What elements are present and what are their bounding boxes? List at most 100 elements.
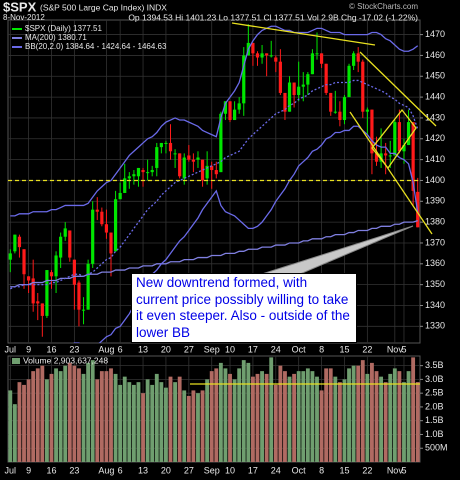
volume-bar xyxy=(196,393,200,462)
y-tick-label: 1340 xyxy=(425,300,445,310)
candle-body xyxy=(72,259,76,285)
volume-bar xyxy=(406,371,411,462)
x-tick-label: 20 xyxy=(161,344,171,354)
x-tick-label: Aug xyxy=(98,344,114,354)
price-marks xyxy=(8,24,420,343)
candle-body xyxy=(168,142,173,152)
volume-bar xyxy=(154,373,159,462)
candle-body xyxy=(384,153,388,156)
candle-body xyxy=(278,61,282,93)
volume-bar xyxy=(177,376,182,462)
y-tick-label: 2.0B xyxy=(425,401,444,411)
volume-bar xyxy=(255,373,260,462)
candle-body xyxy=(159,142,163,148)
volume-bar xyxy=(365,373,370,462)
volume-bar xyxy=(383,382,388,462)
volume-bar xyxy=(356,365,361,462)
x-tick-label: 27 xyxy=(184,344,194,354)
candle-body xyxy=(315,53,319,55)
candle-body xyxy=(365,109,369,112)
volume-bar xyxy=(200,390,205,462)
volume-bar xyxy=(118,384,123,462)
candle-body xyxy=(86,263,90,310)
candle-body xyxy=(81,309,86,311)
y-tick-label: 1380 xyxy=(425,217,445,227)
candle-body xyxy=(333,111,337,113)
volume-bar xyxy=(44,379,49,462)
indicator-line xyxy=(73,125,419,343)
volume-bar xyxy=(273,384,278,462)
volume-bar xyxy=(40,365,45,462)
volume-bar xyxy=(269,357,274,462)
candle-body xyxy=(228,101,232,121)
x-tick-label: 5 xyxy=(401,465,406,475)
candle-body xyxy=(8,253,12,260)
chart-title: (S&P 500 Large Cap Index) INDX xyxy=(40,2,167,12)
volume-bar xyxy=(351,365,356,462)
volume-bar xyxy=(328,368,333,462)
candle-body xyxy=(113,199,118,252)
candle-body xyxy=(370,109,374,154)
indicator-line xyxy=(10,79,419,290)
candle-body xyxy=(91,209,95,264)
x-tick-label: Oct xyxy=(292,344,307,354)
date: 8-Nov-2012 xyxy=(3,13,45,22)
volume-bar xyxy=(241,360,246,462)
volume-bar xyxy=(81,373,86,462)
volume-bar xyxy=(388,373,393,462)
x-tick-label: 9 xyxy=(26,465,31,475)
y-tick-label: 3.5B xyxy=(425,360,444,370)
candle-body xyxy=(109,232,113,254)
legend-label: $SPX (Daily) 1377.51 xyxy=(25,24,102,33)
candle-body xyxy=(77,282,81,310)
volume-bar xyxy=(209,371,214,462)
candle-body xyxy=(17,236,22,248)
candle-body xyxy=(374,153,379,162)
x-tick-label: Nov xyxy=(387,344,404,354)
x-tick-label: 10 xyxy=(225,344,235,354)
marks xyxy=(8,24,420,462)
volume-bar xyxy=(260,371,264,462)
candle-body xyxy=(49,272,54,277)
volume-bar xyxy=(246,362,251,462)
y-tick-label: 1.5B xyxy=(425,415,444,425)
x-tick-label: 13 xyxy=(138,344,148,354)
candle-body xyxy=(361,61,365,112)
candle-body xyxy=(40,303,44,316)
candle-body xyxy=(297,86,301,96)
volume-bar xyxy=(397,371,402,462)
volume-bar xyxy=(374,371,379,462)
y-tick-label: 1460 xyxy=(425,50,445,60)
candle-body xyxy=(155,147,159,168)
candle-body xyxy=(191,159,195,162)
candle-body xyxy=(338,111,342,121)
volume-marks xyxy=(8,357,420,462)
legend-swatch xyxy=(12,358,20,364)
channel xyxy=(371,108,417,170)
candle-body xyxy=(219,113,223,173)
y-tick-label: 1350 xyxy=(425,279,445,289)
volume-bar xyxy=(324,368,329,462)
volume-bar xyxy=(264,373,269,462)
x-tick-label: 6 xyxy=(118,465,123,475)
volume-bar xyxy=(12,404,17,462)
volume-bar xyxy=(122,376,127,462)
volume-bar xyxy=(168,376,173,462)
candle-body xyxy=(36,301,40,304)
volume-bar xyxy=(63,365,68,462)
annotation: New downtrend formed, with current price… xyxy=(131,273,357,343)
volume-bar xyxy=(379,376,384,462)
candle-body xyxy=(164,142,168,144)
volume-bar xyxy=(360,360,365,462)
candle-body xyxy=(223,101,228,114)
volume-bar xyxy=(305,368,310,462)
x-tick-label: 22 xyxy=(362,465,372,475)
volume-bar xyxy=(287,376,292,462)
x-tick-label: 16 xyxy=(46,344,56,354)
y-tick-label: 3.0B xyxy=(425,374,444,384)
volume-bar xyxy=(109,368,113,462)
volume-bar xyxy=(17,382,22,462)
candle-body xyxy=(329,92,333,112)
candle-body xyxy=(347,65,351,98)
